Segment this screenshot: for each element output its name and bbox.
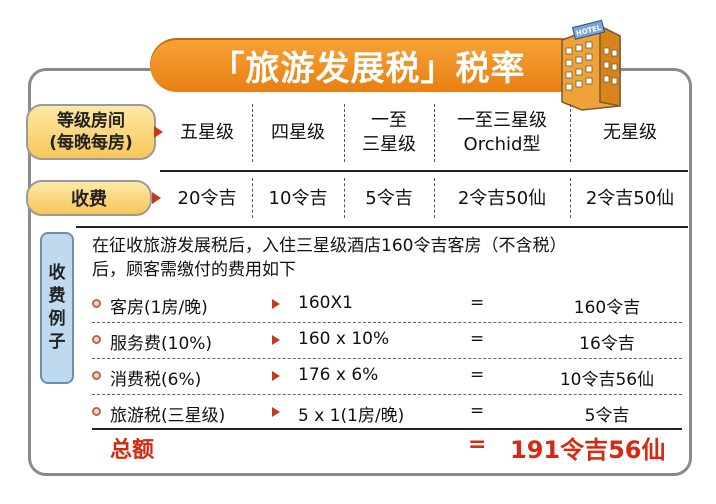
fee-four-star: 10令吉	[268, 188, 328, 209]
fee-label: 收费	[26, 180, 152, 216]
bullet-icon	[92, 407, 101, 416]
fee-one-to-three-star: 5令吉	[365, 188, 413, 209]
row-divider	[92, 358, 682, 359]
rank-five-star: 五星级	[180, 122, 234, 143]
list-item: 旅游税(三星级) 5 x 1(1房/晚) = 5令吉	[92, 398, 682, 428]
total-label: 总额	[110, 438, 155, 463]
list-item: 服务费(10%) 160 x 10% = 16令吉	[92, 326, 682, 356]
column-divider	[570, 104, 571, 162]
column-divider	[344, 104, 345, 162]
bullet-icon	[92, 335, 101, 344]
total-equals: =	[468, 432, 487, 457]
total-value: 191令吉56仙	[510, 436, 666, 464]
fee-orchid: 2令吉50仙	[457, 188, 547, 209]
arrow-icon	[152, 192, 161, 204]
arrow-icon	[154, 126, 163, 138]
rank-label-line2: (每晚每房)	[49, 133, 133, 153]
section-divider	[76, 226, 688, 228]
rank-no-star: 无星级	[603, 122, 657, 143]
list-item: 消费税(6%) 176 x 6% = 10令吉56仙	[92, 362, 682, 392]
page-title: 「旅游发展税」税率	[210, 48, 526, 89]
list-item: 客房(1房/晚) 160X1 = 160令吉	[92, 290, 682, 320]
column-divider	[252, 178, 253, 218]
intro-line1: 在征收旅游发展税后，入住三星级酒店160令吉客房（不含税）	[92, 236, 567, 256]
example-intro: 在征收旅游发展税后，入住三星级酒店160令吉客房（不含税） 后，顾客需缴付的费用…	[92, 234, 682, 282]
rank-orchid: 一至三星级 Orchid型	[457, 110, 547, 155]
arrow-icon	[272, 299, 280, 309]
column-divider	[434, 178, 435, 218]
rank-one-to-three-star: 一至 三星级	[362, 110, 416, 155]
bullet-icon	[92, 299, 101, 308]
hotel-building-icon: HOTEL	[561, 19, 621, 111]
column-divider	[252, 104, 253, 162]
column-divider	[434, 104, 435, 162]
title-banner: 「旅游发展税」税率	[150, 38, 586, 92]
column-divider	[570, 178, 571, 218]
fee-five-star: 20令吉	[177, 188, 237, 209]
row-divider	[92, 322, 682, 323]
intro-line2: 后，顾客需缴付的费用如下	[92, 260, 296, 280]
arrow-icon	[272, 407, 280, 417]
header-divider	[160, 170, 688, 172]
rank-four-star: 四星级	[271, 122, 325, 143]
total-divider	[92, 428, 682, 430]
row-divider	[92, 394, 682, 395]
example-tab: 收 费 例 子	[40, 232, 74, 384]
bullet-icon	[92, 371, 101, 380]
fee-no-star: 2令吉50仙	[585, 188, 675, 209]
arrow-icon	[272, 371, 280, 381]
arrow-icon	[272, 335, 280, 345]
rank-label: 等级房间 (每晚每房)	[26, 104, 156, 160]
rank-label-line1: 等级房间	[56, 111, 125, 131]
column-divider	[344, 178, 345, 218]
